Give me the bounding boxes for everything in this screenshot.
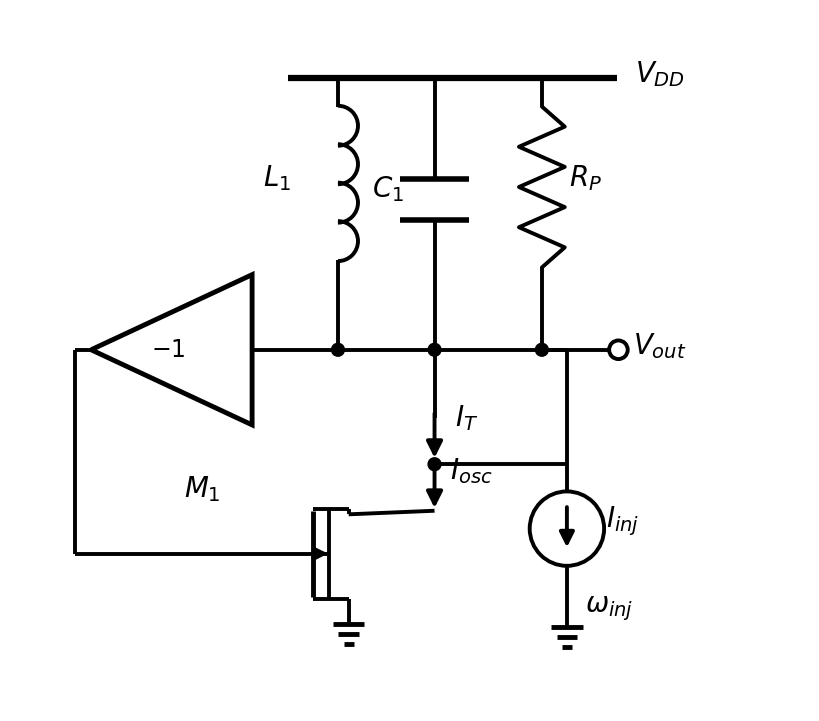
Text: $V_{out}$: $V_{out}$: [633, 331, 687, 361]
Text: $L_1$: $L_1$: [263, 163, 292, 193]
Circle shape: [428, 343, 441, 356]
Text: $V_{DD}$: $V_{DD}$: [635, 59, 685, 89]
Text: $I_{osc}$: $I_{osc}$: [450, 456, 493, 486]
Text: $-1$: $-1$: [152, 337, 186, 362]
Circle shape: [428, 458, 441, 471]
Circle shape: [536, 343, 548, 356]
Text: $R_P$: $R_P$: [569, 163, 602, 193]
Text: $M_1$: $M_1$: [183, 474, 220, 504]
Text: $I_{inj}$: $I_{inj}$: [606, 505, 640, 539]
Circle shape: [332, 343, 345, 356]
Text: $C_1$: $C_1$: [372, 174, 404, 204]
Text: $\omega_{inj}$: $\omega_{inj}$: [585, 594, 633, 623]
Text: $I_T$: $I_T$: [455, 403, 478, 433]
